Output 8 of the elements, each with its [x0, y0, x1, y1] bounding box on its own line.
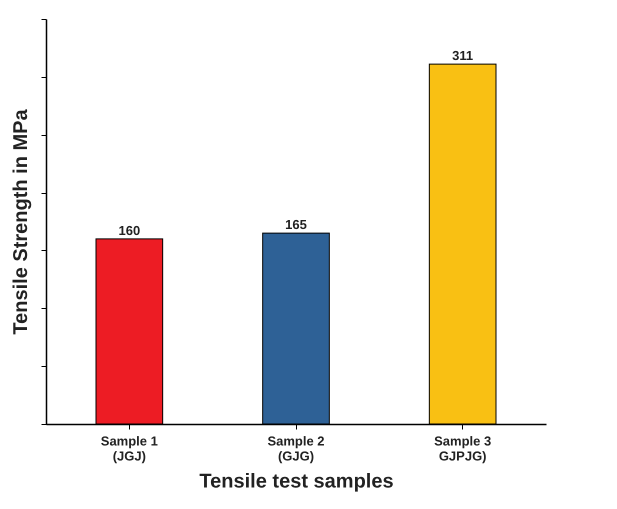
data-label: 165	[285, 217, 307, 232]
x-tick-label: Sample 1 (JGJ)	[100, 434, 158, 464]
x-tick-label: Sample 2 (GJG)	[267, 434, 325, 464]
y-axis-title: Tensile Strength in MPa	[10, 108, 32, 335]
data-label: 311	[452, 48, 474, 64]
x-tick-label: Sample 3 GJPJG)	[434, 434, 492, 464]
x-axis-title: Tensile test samples	[199, 470, 394, 492]
data-label: 160	[118, 222, 140, 238]
